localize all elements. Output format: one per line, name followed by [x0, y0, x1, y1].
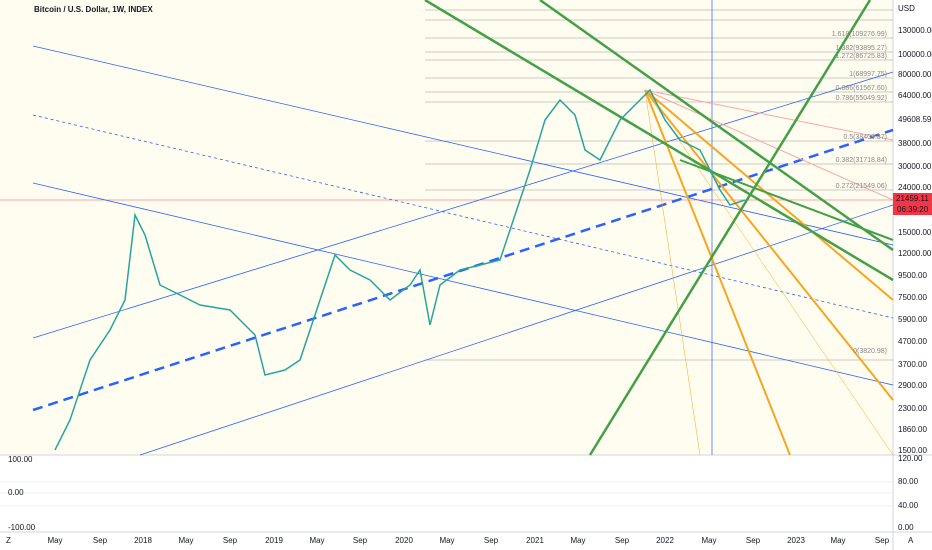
price-label: 2300.00 [898, 404, 927, 413]
price-label: 1500.00 [898, 446, 927, 455]
time-label: Sep [875, 536, 890, 545]
fib-label: 0(3820.98) [853, 348, 887, 355]
price-label: 2900.00 [898, 381, 927, 390]
time-label: Sep [746, 536, 761, 545]
price-label: 38000.00 [898, 139, 932, 148]
currency: USD [898, 4, 915, 13]
price-label: 15000.00 [898, 228, 932, 237]
indicator-right-label: 80.00 [898, 477, 919, 486]
price-label: 64000.00 [898, 91, 932, 100]
time-label: May [701, 536, 716, 545]
time-label: May [830, 536, 845, 545]
chart-title: Bitcoin / U.S. Dollar, 1W, INDEX [34, 5, 153, 14]
time-label: May [47, 536, 62, 545]
indicator-right-label: 40.00 [898, 501, 919, 510]
indicator-left-label: 0.00 [8, 488, 24, 497]
time-label: May [178, 536, 193, 545]
price-badge [893, 193, 932, 215]
indicator-right-label: 0.00 [898, 523, 914, 532]
price-label: 49608.59 [898, 115, 932, 124]
time-label: 2021 [526, 536, 544, 545]
green-lines [424, 0, 894, 456]
time-label: May [570, 536, 585, 545]
countdown-text: 06:39:20 [897, 205, 929, 214]
fib-label: 1.382(93895.27) [836, 45, 887, 52]
time-label: May [439, 536, 454, 545]
time-label: Sep [353, 536, 368, 545]
indicator-pane [0, 481, 893, 507]
time-label: Sep [484, 536, 499, 545]
price-label: 4700.00 [898, 337, 927, 346]
time-label: Sep [93, 536, 108, 545]
time-label: May [309, 536, 324, 545]
fib-label: 0.382(31718.84) [836, 157, 887, 164]
indicator-left-label: 100.00 [8, 455, 33, 464]
fib-label: 0.886(61567.60) [836, 85, 887, 92]
price-label: 9500.00 [898, 271, 927, 280]
fib-label: 0.5(38409.37) [843, 134, 887, 141]
chart-bg [0, 0, 893, 455]
fib-label: 0.272(21549.06) [836, 183, 887, 190]
price-label: 7500.00 [898, 293, 927, 302]
time-label: 2019 [265, 536, 283, 545]
corner-right: A [908, 536, 914, 545]
price-label: 1860.00 [898, 425, 927, 434]
time-label: Sep [615, 536, 630, 545]
time-label: Sep [223, 536, 238, 545]
price-label: 5900.00 [898, 315, 927, 324]
indicator-right-label: 120.00 [898, 454, 923, 463]
price-series [54, 88, 746, 451]
fib-label: 1.272(86725.83) [836, 53, 887, 60]
time-label: 2020 [395, 536, 413, 545]
corner-left: Z [6, 536, 11, 545]
price-label: 3700.00 [898, 360, 927, 369]
price-label: 80000.00 [898, 70, 932, 79]
fib-label: 1(68997.75) [849, 71, 887, 78]
fib-label: 0.786(55049.92) [836, 95, 887, 102]
price-label: 100000.00 [898, 50, 932, 59]
time-label: 2023 [787, 536, 805, 545]
fib-label: 1.618(109276.99) [832, 31, 887, 38]
price-label: 30000.00 [898, 162, 932, 171]
price-label: 130000.00 [898, 26, 932, 35]
fan-lines [644, 89, 894, 456]
time-label: 2018 [134, 536, 152, 545]
price-label: 12000.00 [898, 249, 932, 258]
price-label: 24000.00 [898, 183, 932, 192]
time-label: 2022 [656, 536, 674, 545]
price-badge-text: 21459.11 [896, 194, 929, 203]
indicator-left-label: -100.00 [8, 523, 36, 532]
